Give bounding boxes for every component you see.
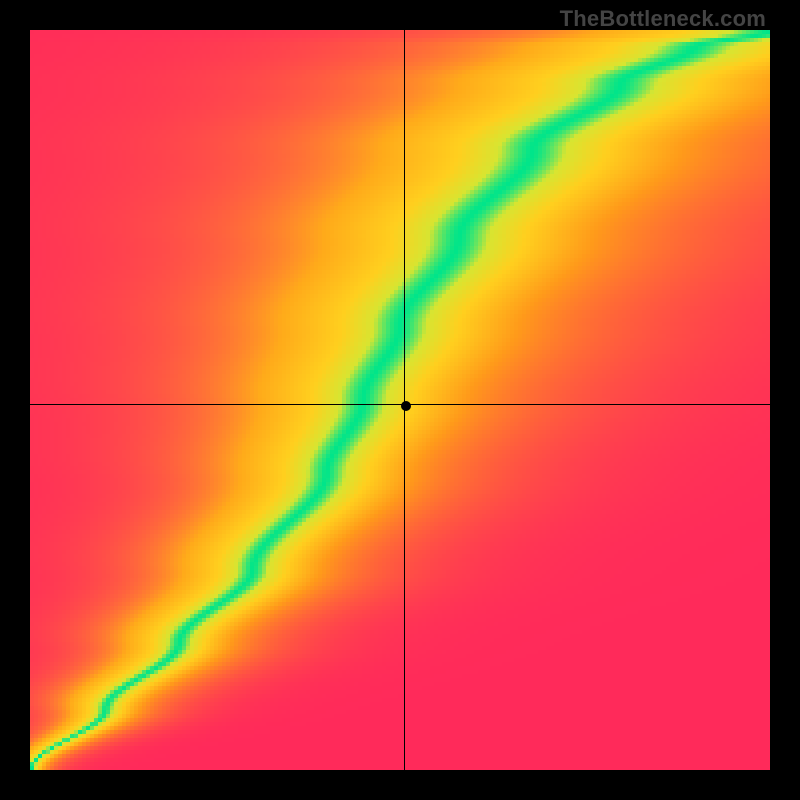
heatmap-canvas (30, 30, 770, 770)
watermark-text: TheBottleneck.com (560, 6, 766, 32)
marker-dot (401, 401, 411, 411)
crosshair-horizontal (30, 404, 770, 405)
heatmap-plot (30, 30, 770, 770)
chart-container: TheBottleneck.com (0, 0, 800, 800)
crosshair-vertical (404, 30, 405, 770)
